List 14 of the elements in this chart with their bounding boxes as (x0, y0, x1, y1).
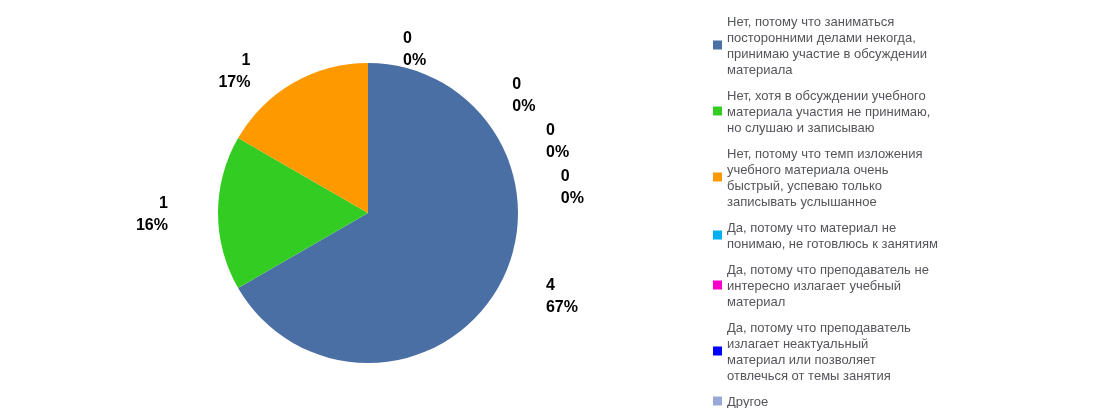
legend-label: Другое (727, 393, 769, 409)
data-label: 1 17% (218, 50, 251, 90)
text: 0 0% (560, 166, 584, 206)
legend-label: Нет, хотя в обсуждении учебного материала участия не принимаю, но слушаю и записываю (727, 87, 935, 135)
legend-label: Нет, потому что заниматься посторонними делами некогда, принимаю участие в обсуждении материала (727, 13, 931, 77)
text: 0 0% (512, 74, 536, 114)
data-label: 4 67% (545, 276, 578, 315)
legend-label: Нет, потому что темп изложения учебного материала очень быстрый, успеваю только записывать услышанное (727, 145, 927, 209)
text: 0 0% (403, 28, 427, 68)
data-label: 1 16% (135, 193, 169, 233)
legend-label: Да, потому что материал не понимаю, не готовлюсь к занятиям (727, 219, 939, 251)
legend-label: Да, потому что преподаватель не интересно излагает учебный материал (727, 261, 933, 309)
text: 0 0% (545, 120, 570, 160)
legend-label: Да, потому что преподаватель излагает неактуальный материал или позволяет отвлечься от темы занятия (727, 319, 915, 383)
